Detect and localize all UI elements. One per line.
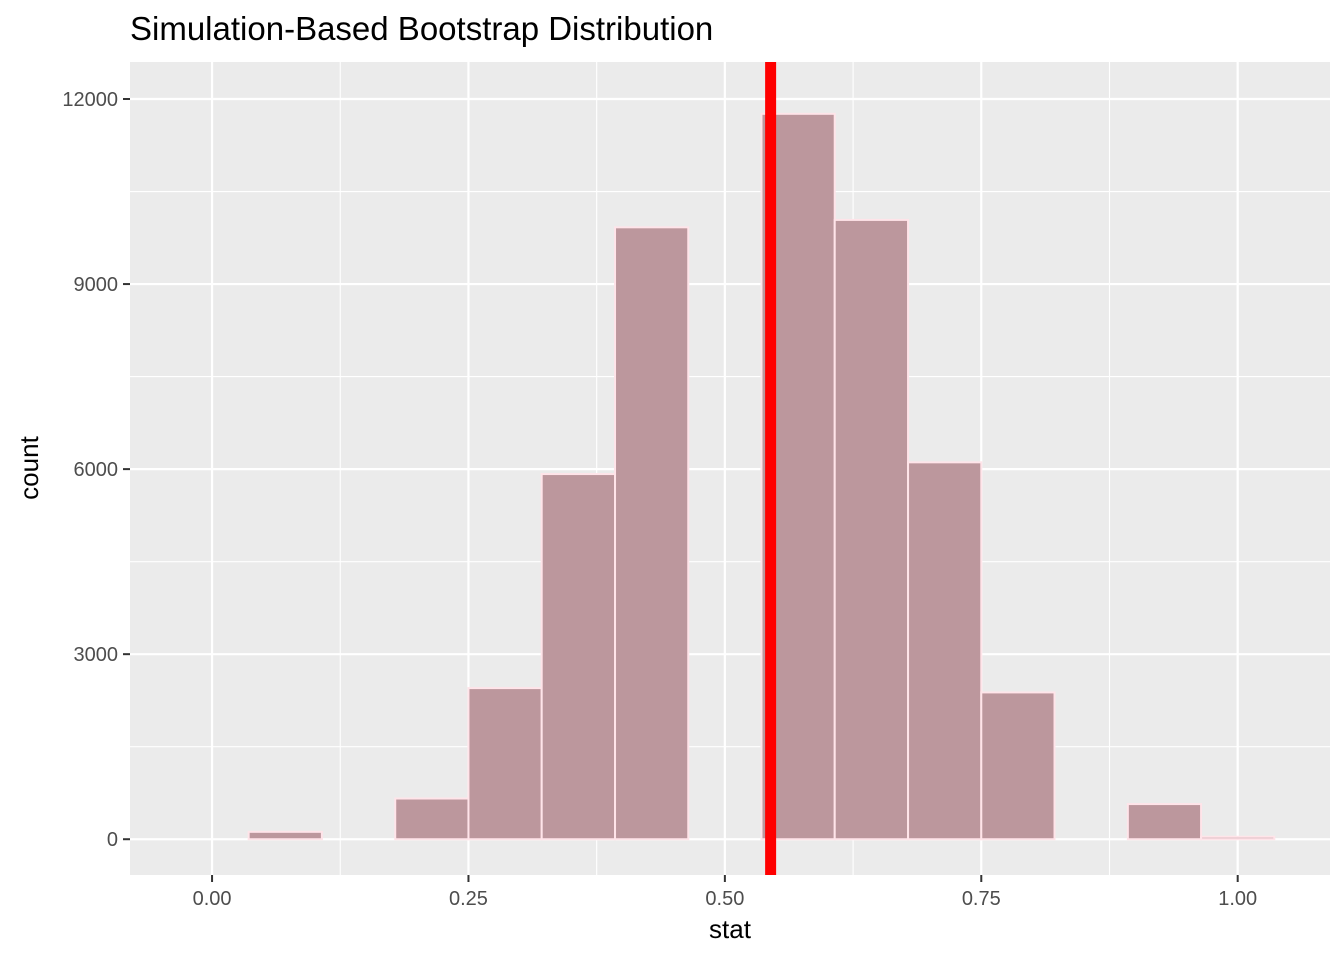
x-tick-label: 0.75 <box>962 888 1001 910</box>
histogram-bar <box>980 691 1056 841</box>
histogram-bar <box>467 687 543 841</box>
x-axis-ticks: 0.00 0.25 0.50 0.75 1.00 <box>193 875 1257 910</box>
y-axis-ticks: 0 3000 6000 9000 12000 <box>62 89 130 851</box>
y-tick-label: 9000 <box>74 274 119 296</box>
histogram-bar <box>614 226 690 841</box>
histogram-bar <box>247 830 323 841</box>
y-tick-label: 3000 <box>74 644 119 666</box>
y-tick-label: 0 <box>107 829 118 851</box>
x-axis-title: stat <box>709 914 752 944</box>
x-tick-label: 1.00 <box>1218 888 1257 910</box>
histogram-bar <box>1126 803 1203 841</box>
y-tick-label: 6000 <box>74 459 119 481</box>
x-tick-label: 0.00 <box>193 888 232 910</box>
histogram-bar <box>540 473 617 841</box>
histogram-bar <box>394 797 470 841</box>
histogram-bar <box>833 218 910 841</box>
x-tick-label: 0.25 <box>449 888 488 910</box>
chart-title: Simulation-Based Bootstrap Distribution <box>130 10 713 47</box>
y-axis-title: count <box>14 435 44 499</box>
histogram-bar <box>1200 835 1276 841</box>
x-tick-label: 0.50 <box>705 888 744 910</box>
y-tick-label: 12000 <box>62 89 118 111</box>
histogram-bar <box>907 461 983 841</box>
